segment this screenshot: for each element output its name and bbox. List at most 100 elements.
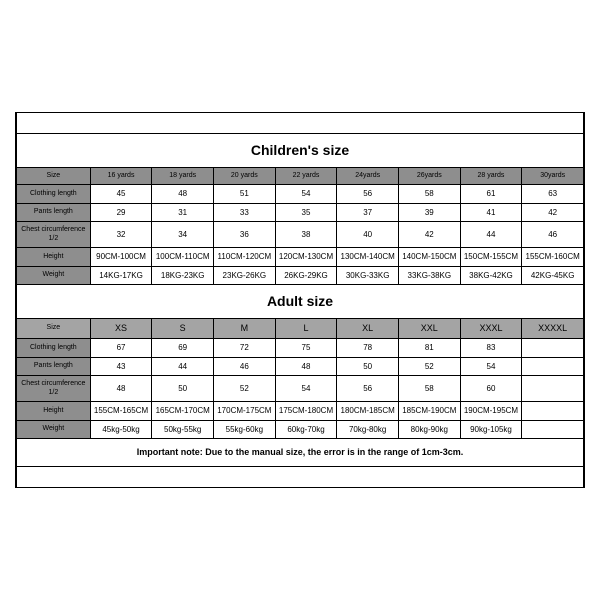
data-cell: 155CM-160CM (522, 248, 584, 267)
data-cell: 41 (460, 203, 522, 222)
data-cell: 14KG-17KG (90, 266, 152, 285)
adult-header: XXXXL (522, 319, 584, 339)
data-cell: 110CM-120CM (214, 248, 276, 267)
data-cell: 46 (522, 222, 584, 248)
data-cell: 42 (398, 222, 460, 248)
row-label: Pants length (17, 203, 91, 222)
data-cell: 35 (275, 203, 337, 222)
data-cell: 55kg-60kg (214, 420, 276, 439)
data-cell: 38KG-42KG (460, 266, 522, 285)
data-cell: 170CM-175CM (214, 401, 276, 420)
adult-header: L (275, 319, 337, 339)
data-cell: 58 (398, 185, 460, 204)
data-cell: 31 (152, 203, 214, 222)
data-cell: 75 (275, 338, 337, 357)
data-cell: 54 (275, 185, 337, 204)
children-header-row: Size 16 yards 18 yards 20 yards 22 yards… (17, 167, 584, 184)
size-chart-container: Children's size Size 16 yards 18 yards 2… (15, 112, 585, 488)
data-cell: 81 (398, 338, 460, 357)
table-row: Pants length 29 31 33 35 37 39 41 42 (17, 203, 584, 222)
data-cell: 40 (337, 222, 399, 248)
table-row: Clothing length 67 69 72 75 78 81 83 (17, 338, 584, 357)
adult-header: S (152, 319, 214, 339)
data-cell: 18KG-23KG (152, 266, 214, 285)
data-cell: 23KG-26KG (214, 266, 276, 285)
adult-header: XXL (398, 319, 460, 339)
adult-header: M (214, 319, 276, 339)
adult-header: XS (90, 319, 152, 339)
data-cell: 83 (460, 338, 522, 357)
data-cell: 90kg-105kg (460, 420, 522, 439)
row-label: Weight (17, 420, 91, 439)
adult-header: Size (17, 319, 91, 339)
data-cell: 44 (460, 222, 522, 248)
data-cell: 80kg-90kg (398, 420, 460, 439)
data-cell: 72 (214, 338, 276, 357)
data-cell (522, 357, 584, 376)
row-label: Chest circumference 1/2 (17, 222, 91, 248)
data-cell (522, 420, 584, 439)
children-header: 30yards (522, 167, 584, 184)
children-header: 22 yards (275, 167, 337, 184)
table-row: Chest circumference 1/2 32 34 36 38 40 4… (17, 222, 584, 248)
table-row: Clothing length 45 48 51 54 56 58 61 63 (17, 185, 584, 204)
data-cell: 60 (460, 376, 522, 402)
data-cell (522, 376, 584, 402)
data-cell (522, 338, 584, 357)
data-cell: 56 (337, 376, 399, 402)
data-cell: 45kg-50kg (90, 420, 152, 439)
data-cell: 130CM-140CM (337, 248, 399, 267)
row-label: Pants length (17, 357, 91, 376)
table-row: Height 90CM-100CM 100CM-110CM 110CM-120C… (17, 248, 584, 267)
row-label: Clothing length (17, 185, 91, 204)
children-header: 20 yards (214, 167, 276, 184)
adult-header-row: Size XS S M L XL XXL XXXL XXXXL (17, 319, 584, 339)
data-cell: 90CM-100CM (90, 248, 152, 267)
data-cell: 46 (214, 357, 276, 376)
children-header: 28 yards (460, 167, 522, 184)
children-header: Size (17, 167, 91, 184)
table-row: Pants length 43 44 46 48 50 52 54 (17, 357, 584, 376)
data-cell: 45 (90, 185, 152, 204)
adult-header: XXXL (460, 319, 522, 339)
data-cell: 48 (90, 376, 152, 402)
data-cell: 30KG-33KG (337, 266, 399, 285)
data-cell: 33KG-38KG (398, 266, 460, 285)
data-cell (522, 401, 584, 420)
size-chart-table: Children's size Size 16 yards 18 yards 2… (16, 113, 584, 487)
table-row: Chest circumference 1/2 48 50 52 54 56 5… (17, 376, 584, 402)
children-header: 16 yards (90, 167, 152, 184)
data-cell: 70kg-80kg (337, 420, 399, 439)
row-label: Height (17, 401, 91, 420)
data-cell: 180CM-185CM (337, 401, 399, 420)
data-cell: 60kg-70kg (275, 420, 337, 439)
data-cell: 185CM-190CM (398, 401, 460, 420)
note-row: Important note: Due to the manual size, … (17, 439, 584, 467)
adult-title: Adult size (17, 285, 584, 319)
data-cell: 42 (522, 203, 584, 222)
data-cell: 48 (152, 185, 214, 204)
data-cell: 42KG-45KG (522, 266, 584, 285)
row-label: Chest circumference 1/2 (17, 376, 91, 402)
data-cell: 43 (90, 357, 152, 376)
data-cell: 120CM-130CM (275, 248, 337, 267)
adult-title-row: Adult size (17, 285, 584, 319)
children-header: 24yards (337, 167, 399, 184)
data-cell: 37 (337, 203, 399, 222)
data-cell: 34 (152, 222, 214, 248)
data-cell: 50 (337, 357, 399, 376)
adult-header: XL (337, 319, 399, 339)
data-cell: 52 (398, 357, 460, 376)
data-cell: 150CM-155CM (460, 248, 522, 267)
children-title-row: Children's size (17, 134, 584, 168)
data-cell: 140CM-150CM (398, 248, 460, 267)
data-cell: 52 (214, 376, 276, 402)
row-label: Clothing length (17, 338, 91, 357)
data-cell: 63 (522, 185, 584, 204)
data-cell: 32 (90, 222, 152, 248)
data-cell: 54 (460, 357, 522, 376)
data-cell: 33 (214, 203, 276, 222)
data-cell: 56 (337, 185, 399, 204)
data-cell: 38 (275, 222, 337, 248)
data-cell: 54 (275, 376, 337, 402)
